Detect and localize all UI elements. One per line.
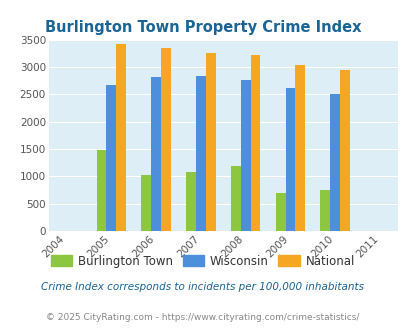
Bar	[116, 44, 126, 231]
Bar	[96, 149, 106, 231]
Bar	[196, 76, 205, 231]
Bar	[320, 190, 330, 231]
Text: Burlington Town Property Crime Index: Burlington Town Property Crime Index	[45, 20, 360, 35]
Bar	[151, 77, 161, 231]
Text: © 2025 CityRating.com - https://www.cityrating.com/crime-statistics/: © 2025 CityRating.com - https://www.city…	[46, 313, 359, 322]
Legend: Burlington Town, Wisconsin, National: Burlington Town, Wisconsin, National	[46, 250, 359, 273]
Bar	[330, 94, 339, 231]
Bar	[106, 85, 116, 231]
Bar	[339, 70, 349, 231]
Bar	[250, 55, 260, 231]
Bar	[285, 88, 295, 231]
Bar	[141, 175, 151, 231]
Bar	[185, 173, 196, 231]
Bar	[295, 65, 305, 231]
Bar	[161, 49, 171, 231]
Bar	[230, 166, 240, 231]
Bar	[205, 53, 215, 231]
Text: Crime Index corresponds to incidents per 100,000 inhabitants: Crime Index corresponds to incidents per…	[41, 282, 364, 292]
Bar	[240, 80, 250, 231]
Bar	[275, 193, 285, 231]
